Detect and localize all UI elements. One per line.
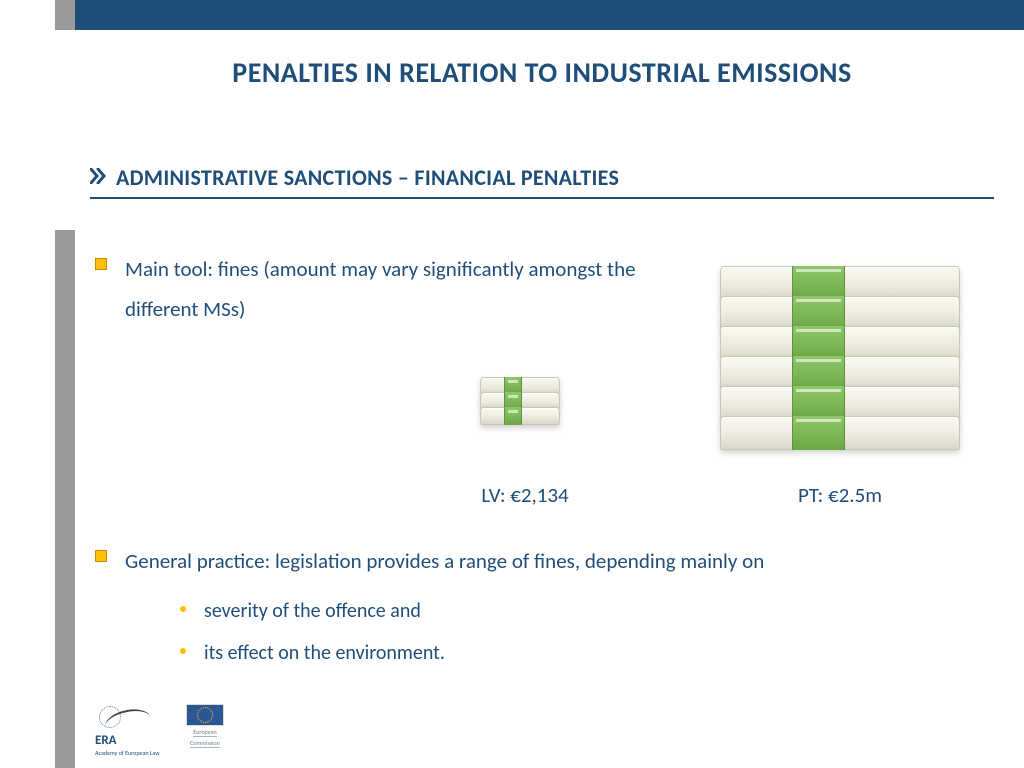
square-bullet-icon — [95, 550, 107, 562]
ec-logo-line2: Commission — [190, 740, 220, 748]
section-label: ADMINISTRATIVE SANCTIONS – FINANCIAL PEN… — [116, 164, 619, 191]
ec-logo-icon: European Commission — [179, 704, 231, 748]
money-label-large: PT: €2.5m — [760, 482, 920, 508]
era-logo-subtext: Academy of European Law — [95, 749, 159, 757]
side-accent-bar-top — [55, 0, 75, 30]
footer-logos: ERA Academy of European Law European Com… — [95, 704, 231, 748]
double-chevron-right-icon — [90, 167, 108, 189]
sub-bullet-list: severity of the offence and its effect o… — [180, 594, 994, 670]
section-header: ADMINISTRATIVE SANCTIONS – FINANCIAL PEN… — [90, 164, 994, 199]
money-stack-large-icon — [720, 270, 960, 450]
money-label-small: LV: €2,134 — [465, 482, 585, 508]
dot-bullet-icon — [180, 648, 186, 654]
money-stack-small-icon — [480, 380, 560, 425]
side-accent-bar — [55, 230, 75, 768]
era-logo-text: ERA — [95, 733, 117, 748]
money-illustration: LV: €2,134 PT: €2.5m — [420, 260, 990, 490]
sub-bullet-item: severity of the offence and — [180, 594, 994, 628]
slide-title: PENALTIES IN RELATION TO INDUSTRIAL EMIS… — [100, 55, 984, 90]
bullet-text: General practice: legislation provides a… — [125, 542, 764, 582]
dot-bullet-icon — [180, 606, 186, 612]
era-logo-icon: ERA Academy of European Law — [95, 706, 155, 748]
ec-logo-line1: European — [193, 729, 216, 737]
sub-bullet-item: its effect on the environment. — [180, 636, 994, 670]
square-bullet-icon — [95, 258, 107, 270]
sub-bullet-text: severity of the offence and — [204, 594, 421, 628]
sub-bullet-text: its effect on the environment. — [204, 636, 445, 670]
top-accent-bar — [75, 0, 1024, 30]
bullet-item: General practice: legislation provides a… — [95, 542, 994, 582]
